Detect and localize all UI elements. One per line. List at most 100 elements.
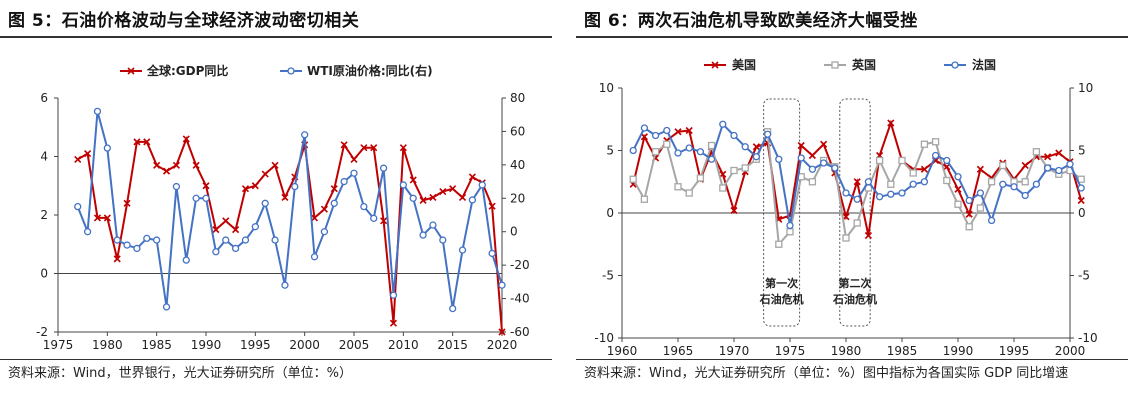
data-point <box>281 193 289 202</box>
data-point <box>1043 164 1052 172</box>
data-point <box>93 107 102 116</box>
data-point <box>696 148 705 156</box>
legend-label: WTI原油价格:同比(右) <box>307 63 433 78</box>
data-point <box>1044 153 1052 161</box>
data-point <box>965 196 973 205</box>
data-point <box>741 164 749 172</box>
data-point <box>153 161 161 169</box>
data-point <box>1021 161 1029 170</box>
data-point <box>340 177 348 186</box>
data-point <box>920 165 928 173</box>
data-point <box>153 236 161 244</box>
data-point <box>84 150 92 158</box>
data-point <box>271 161 279 169</box>
data-point <box>1055 149 1063 157</box>
y2-tick-label: 0 <box>1078 206 1086 220</box>
data-point <box>943 176 951 185</box>
x-tick-label: 2000 <box>289 338 320 352</box>
annotation-label: 石油危机 <box>832 292 877 306</box>
data-point <box>719 170 727 178</box>
series-3 <box>629 120 1085 230</box>
data-point <box>640 124 649 132</box>
data-point <box>853 219 861 227</box>
data-point <box>103 214 111 222</box>
data-point <box>360 202 368 211</box>
data-point <box>1077 175 1085 183</box>
x-tick-label: 1980 <box>92 338 123 352</box>
data-point <box>820 140 828 148</box>
data-point <box>909 180 917 188</box>
data-point <box>1066 160 1074 168</box>
data-point <box>663 126 671 135</box>
data-point <box>909 169 917 177</box>
y2-tick-label: -10 <box>1078 331 1098 345</box>
data-point <box>1055 166 1063 175</box>
data-point <box>251 223 259 231</box>
data-point <box>380 217 388 225</box>
data-point <box>330 185 338 193</box>
data-point <box>449 185 457 193</box>
x-tick-label: 1970 <box>719 344 750 358</box>
data-point <box>640 133 648 141</box>
data-point <box>419 196 427 204</box>
data-point <box>1032 148 1041 156</box>
legend-marker <box>127 67 135 75</box>
series-1 <box>74 135 506 336</box>
data-point <box>232 226 240 234</box>
data-point <box>379 164 388 172</box>
legend-marker <box>831 61 839 69</box>
figure-6-title: 图 6：两次石油危机导致欧美经济大幅受挫 <box>584 11 918 31</box>
data-point <box>719 120 727 128</box>
data-point <box>241 185 250 193</box>
annotation-box <box>839 98 871 327</box>
data-point <box>719 184 727 192</box>
legend-marker <box>951 61 959 69</box>
y-tick-label: 0 <box>40 267 48 281</box>
data-point <box>875 193 884 201</box>
data-point <box>103 144 111 152</box>
data-point <box>212 248 220 256</box>
data-point <box>853 195 861 203</box>
data-point <box>629 146 637 155</box>
data-point <box>808 178 817 186</box>
y2-tick-label: 60 <box>510 124 525 138</box>
data-point <box>741 143 749 151</box>
data-point <box>409 176 417 184</box>
data-point <box>1032 180 1041 188</box>
annotation-label: 第一次 <box>765 276 798 290</box>
data-point <box>1021 191 1029 200</box>
data-point <box>498 281 506 289</box>
data-point <box>954 200 962 208</box>
data-point <box>222 236 230 244</box>
data-point <box>663 140 671 148</box>
data-point <box>786 221 794 230</box>
data-point <box>965 210 973 218</box>
data-point <box>212 226 220 234</box>
data-point <box>999 180 1007 188</box>
data-point <box>370 214 378 222</box>
data-point <box>409 194 417 202</box>
y-tick-label: 10 <box>599 81 614 95</box>
data-point <box>797 141 805 150</box>
data-point <box>887 190 895 198</box>
data-point <box>458 246 467 254</box>
data-point <box>133 244 141 253</box>
data-point <box>674 128 682 136</box>
data-point <box>320 205 328 213</box>
data-point <box>350 169 358 177</box>
x-tick-label: 1985 <box>141 338 172 352</box>
data-point <box>340 141 348 149</box>
data-point <box>707 141 716 150</box>
data-point <box>707 155 716 163</box>
data-point <box>954 185 962 193</box>
data-point <box>458 193 467 202</box>
data-point <box>162 303 171 311</box>
series-line <box>77 136 503 333</box>
series-1 <box>629 119 1085 240</box>
data-point <box>478 181 486 189</box>
data-point <box>439 236 447 244</box>
annotation-label: 石油危机 <box>759 292 804 306</box>
data-point <box>920 178 929 186</box>
data-point <box>449 304 457 313</box>
x-tick-label: 1995 <box>999 344 1030 358</box>
